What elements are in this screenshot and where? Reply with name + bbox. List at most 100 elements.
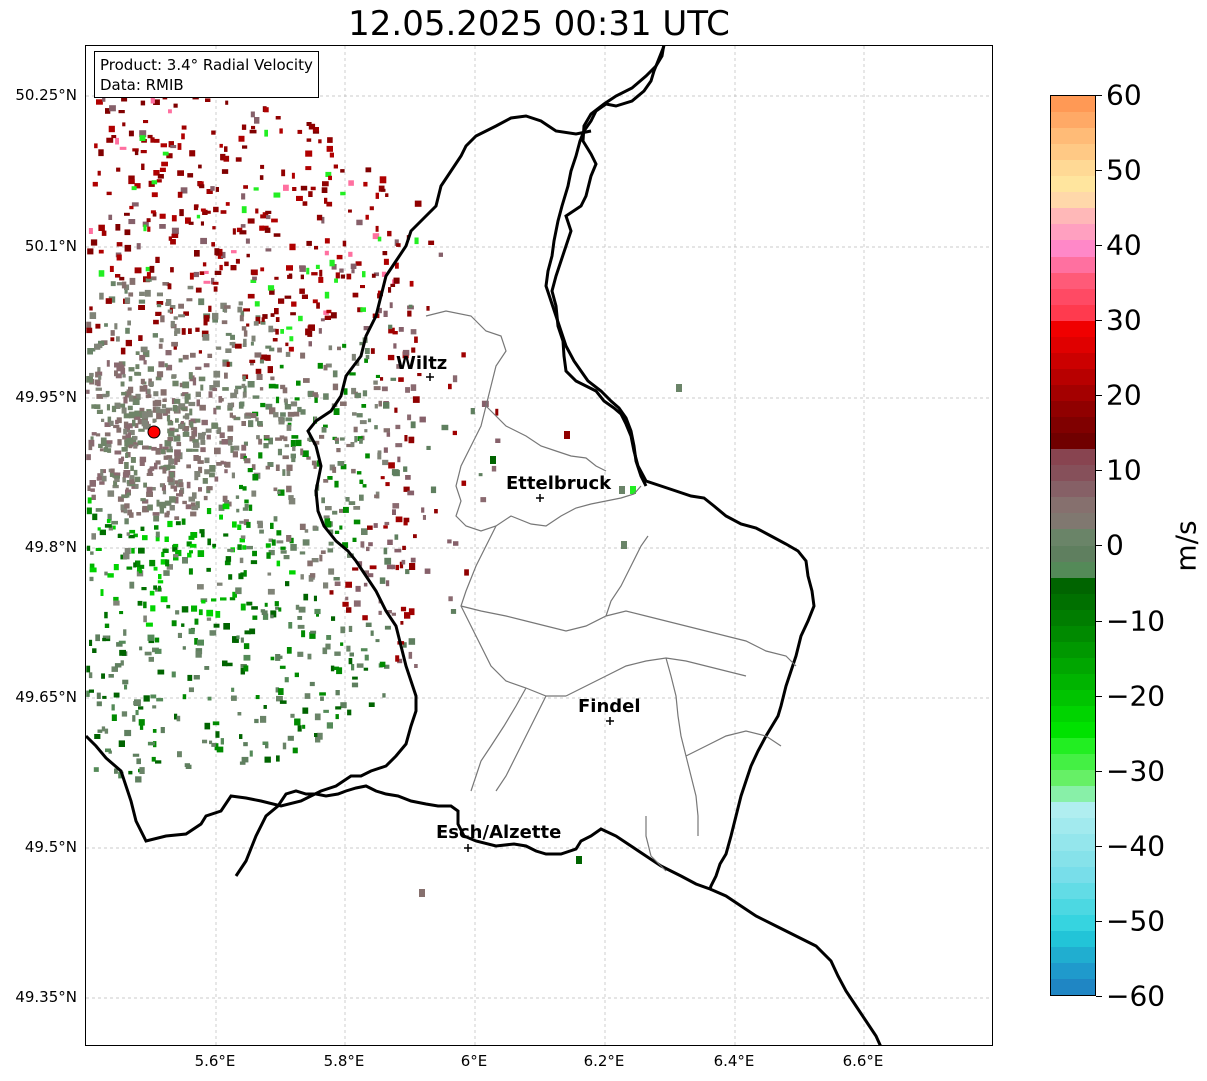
radar-echo-pixel	[195, 287, 202, 293]
radar-echo-pixel	[102, 443, 107, 447]
radar-echo-pixel	[410, 436, 415, 442]
radar-echo-pixel	[249, 628, 256, 635]
radar-echo-pixel	[209, 465, 216, 472]
radar-echo-pixel	[104, 432, 111, 437]
radar-echo-pixel	[314, 245, 319, 250]
radar-echo-pixel	[254, 301, 260, 307]
radar-echo-pixel	[155, 536, 160, 542]
radar-echo-pixel	[126, 532, 130, 536]
radar-echo-pixel	[363, 326, 371, 331]
colorbar-segment	[1051, 754, 1095, 771]
radar-echo-pixel	[360, 541, 365, 548]
radar-echo-pixel	[159, 443, 163, 450]
radar-echo-pixel	[101, 230, 107, 236]
radar-echo-pixel	[213, 286, 218, 292]
radar-echo-pixel	[312, 127, 319, 132]
radar-echo-pixel	[231, 250, 237, 254]
radar-echo-pixel	[284, 400, 288, 405]
radar-echo-pixel	[250, 111, 255, 118]
radar-echo-pixel	[316, 732, 323, 740]
radar-echo-pixel	[239, 761, 246, 765]
radar-echo-pixel	[405, 387, 410, 393]
radar-echo-pixel	[270, 656, 275, 661]
radar-echo-pixel	[324, 250, 329, 256]
radar-echo-pixel	[377, 293, 381, 299]
radar-echo-pixel	[461, 352, 466, 358]
radar-echo-pixel	[128, 534, 135, 539]
radar-echo-pixel	[394, 239, 399, 246]
radar-echo-pixel	[288, 495, 294, 500]
radar-echo-pixel	[182, 646, 186, 650]
radar-echo-pixel	[194, 638, 198, 645]
radar-echo-pixel	[205, 428, 212, 433]
radar-echo-pixel	[278, 688, 284, 695]
radar-echo-pixel	[110, 281, 116, 287]
radar-echo-pixel	[375, 192, 379, 199]
radar-echo-pixel	[340, 401, 347, 406]
radar-echo-pixel	[312, 440, 320, 445]
radar-echo-pixel	[251, 269, 258, 276]
radar-echo-pixel	[190, 352, 196, 358]
radar-echo-pixel	[333, 666, 339, 670]
radar-echo-pixel	[163, 455, 169, 460]
radar-echo-pixel	[359, 420, 367, 425]
radar-echo-pixel	[241, 383, 246, 389]
radar-echoes	[86, 92, 682, 897]
radar-echo-pixel	[303, 378, 310, 383]
radar-echo-pixel	[320, 550, 326, 554]
radar-echo-pixel	[258, 452, 263, 459]
radar-echo-pixel	[119, 611, 124, 615]
radar-echo-pixel	[250, 413, 257, 419]
radar-echo-pixel	[295, 604, 300, 610]
radar-echo-pixel	[280, 546, 286, 550]
radar-echo-pixel	[101, 475, 107, 482]
radar-echo-pixel	[86, 665, 91, 673]
radar-echo-pixel	[408, 638, 416, 645]
radar-echo-pixel	[128, 367, 135, 372]
radar-echo-pixel	[244, 630, 251, 635]
radar-echo-pixel	[177, 170, 184, 176]
radar-echo-pixel	[211, 242, 215, 247]
radar-echo-pixel	[225, 348, 232, 353]
radar-echo-pixel	[275, 396, 280, 404]
radar-echo-pixel	[131, 202, 139, 207]
radar-echo-pixel	[362, 615, 368, 621]
radar-echo-pixel	[316, 214, 323, 221]
lat-tick-label: 49.95°N	[15, 388, 77, 406]
radar-echo-pixel	[332, 466, 337, 473]
radar-echo-pixel	[329, 259, 335, 267]
radar-echo-pixel	[321, 187, 328, 193]
radar-echo-pixel	[297, 651, 304, 657]
map-area[interactable]: Wiltz Ettelbruck Findel Esch/Alzette	[85, 45, 993, 1046]
radar-echo-pixel	[215, 731, 220, 738]
radar-echo-pixel	[259, 387, 264, 391]
radar-echo-pixel	[139, 130, 147, 138]
radar-echo-pixel	[172, 380, 179, 387]
radar-echo-pixel	[174, 449, 181, 456]
radar-echo-pixel	[278, 416, 284, 422]
radar-echo-pixel	[156, 371, 164, 378]
radar-echo-pixel	[452, 375, 458, 383]
colorbar-tick-label: −50	[1106, 904, 1166, 938]
radar-echo-pixel	[242, 545, 247, 550]
radar-echo-pixel	[116, 427, 122, 433]
radar-echo-pixel	[152, 212, 157, 217]
radar-echo-pixel	[213, 380, 220, 388]
radar-echo-pixel	[352, 412, 357, 416]
radar-echo-pixel	[206, 508, 212, 515]
radar-echo-pixel	[242, 343, 247, 347]
radar-echo-pixel	[398, 377, 404, 382]
radar-echo-pixel	[128, 386, 134, 394]
colorbar-segment	[1051, 160, 1095, 177]
radar-echo-pixel	[297, 129, 303, 134]
radar-echo-pixel	[340, 464, 347, 470]
radar-echo-pixel	[136, 758, 141, 765]
radar-echo-pixel	[371, 273, 376, 278]
radar-echo-pixel	[86, 507, 92, 515]
radar-echo-pixel	[351, 353, 356, 361]
radar-echo-pixel	[182, 694, 187, 700]
radar-echo-pixel	[197, 460, 204, 464]
radar-echo-pixel	[104, 422, 111, 427]
radar-echo-pixel	[356, 361, 360, 366]
